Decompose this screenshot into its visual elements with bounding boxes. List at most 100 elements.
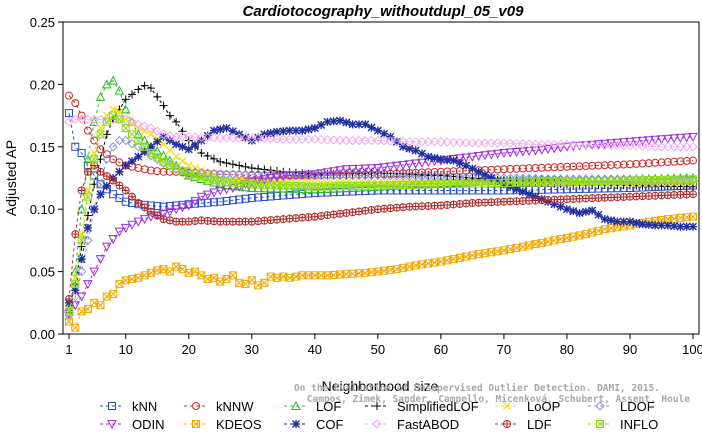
data-point-LDOF xyxy=(202,168,213,178)
credit-line-paper: On the Evaluation of Unsupervised Outlie… xyxy=(294,383,660,394)
data-point-ODIN xyxy=(637,136,648,146)
data-point-COF xyxy=(600,215,609,224)
legend-marker xyxy=(108,402,116,410)
data-point-COF xyxy=(638,220,647,229)
data-point-kNNW xyxy=(600,161,609,170)
data-point-INFLO xyxy=(121,124,130,133)
x-tick-label: 40 xyxy=(308,342,322,357)
data-point-SimplifiedLOF xyxy=(159,101,168,110)
data-point-LDF xyxy=(115,181,124,190)
data-point-FastABOD xyxy=(152,126,162,136)
legend-label: LDOF xyxy=(620,399,655,414)
data-point-kNN xyxy=(209,198,218,207)
data-point-SimplifiedLOF xyxy=(140,81,149,90)
legend-label: COF xyxy=(316,417,344,432)
legend-marker xyxy=(503,420,511,428)
data-point-kNN xyxy=(65,109,73,118)
data-point-LOF xyxy=(165,155,175,165)
data-point-FastABOD xyxy=(486,138,497,148)
data-point-FastABOD xyxy=(492,138,503,148)
data-point-COF xyxy=(436,155,445,164)
data-point-LDF xyxy=(77,186,86,195)
series-FastABOD xyxy=(64,114,698,152)
data-point-COF xyxy=(657,221,666,230)
data-point-LDF xyxy=(329,210,338,219)
data-point-FastABOD xyxy=(593,140,604,151)
data-point-LDF xyxy=(354,207,363,216)
data-point-FastABOD xyxy=(587,140,597,151)
data-point-INFLO xyxy=(689,175,697,184)
data-point-FastABOD xyxy=(70,114,81,125)
data-point-kNNW xyxy=(651,158,660,167)
data-point-FastABOD xyxy=(240,133,251,143)
data-point-FastABOD xyxy=(518,139,528,149)
data-point-LDOF xyxy=(209,169,219,179)
y-tick-label: 0.25 xyxy=(30,15,55,30)
data-point-INFLO xyxy=(96,130,105,139)
data-point-FastABOD xyxy=(524,139,534,149)
legend-label: INFLO xyxy=(620,417,658,432)
data-point-ODIN xyxy=(360,164,371,174)
legend-marker xyxy=(596,420,604,428)
data-point-SimplifiedLOF xyxy=(203,151,212,160)
legend-label: LOF xyxy=(316,399,341,414)
data-point-COF xyxy=(90,205,99,214)
data-point-FastABOD xyxy=(537,139,547,150)
data-point-COF xyxy=(310,124,319,133)
data-point-ODIN xyxy=(669,134,679,144)
data-point-COF xyxy=(455,159,464,168)
data-point-COF xyxy=(77,255,86,264)
data-point-SimplifiedLOF xyxy=(228,160,237,169)
data-point-FastABOD xyxy=(467,138,478,148)
data-point-FastABOD xyxy=(385,136,396,146)
data-point-FastABOD xyxy=(278,134,289,145)
data-point-kNNW xyxy=(506,165,515,174)
data-point-LDOF xyxy=(114,135,125,146)
data-point-COF xyxy=(663,221,672,230)
data-point-FastABOD xyxy=(379,136,389,146)
data-point-LDOF xyxy=(398,171,408,181)
data-point-SimplifiedLOF xyxy=(241,162,250,171)
data-point-ODIN xyxy=(120,223,131,233)
data-point-ODIN xyxy=(681,133,692,143)
data-point-COF xyxy=(569,207,578,216)
data-point-FastABOD xyxy=(455,137,465,148)
x-tick-label: 80 xyxy=(560,342,574,357)
data-point-kNNW xyxy=(499,165,508,174)
data-point-kNNW xyxy=(632,159,641,168)
data-point-COF xyxy=(562,205,571,214)
data-point-LDOF xyxy=(329,170,339,181)
data-point-LDOF xyxy=(366,170,377,181)
data-point-COF xyxy=(285,126,294,135)
data-point-ODIN xyxy=(391,161,402,171)
data-point-COF xyxy=(317,120,326,129)
data-point-FastABOD xyxy=(555,139,566,150)
data-point-ODIN xyxy=(454,154,465,164)
data-point-ODIN xyxy=(373,164,383,174)
data-point-COF xyxy=(468,164,477,173)
data-point-COF xyxy=(279,127,288,136)
data-point-COF xyxy=(241,133,250,142)
data-point-FastABOD xyxy=(297,134,307,145)
data-point-KDEOS xyxy=(71,323,80,332)
data-point-ODIN xyxy=(328,167,339,177)
data-point-LOF xyxy=(114,85,125,95)
series-KDEOS xyxy=(65,212,697,332)
data-point-FastABOD xyxy=(133,119,144,130)
data-point-COF xyxy=(121,161,130,170)
data-point-kNN xyxy=(77,149,86,158)
data-point-kNNW xyxy=(153,167,162,176)
data-point-COF xyxy=(670,222,679,231)
legend-marker xyxy=(595,401,605,411)
data-point-LDF xyxy=(102,172,111,181)
data-point-kNN xyxy=(260,192,269,201)
data-point-kNNW xyxy=(644,159,653,168)
series-layer xyxy=(64,75,698,332)
data-point-FastABOD xyxy=(127,117,137,127)
data-point-LDF xyxy=(323,211,332,220)
data-point-LOF xyxy=(278,183,289,193)
data-point-FastABOD xyxy=(410,137,421,147)
legend-marker xyxy=(192,420,200,428)
data-point-SimplifiedLOF xyxy=(197,149,206,158)
data-point-LDF xyxy=(191,217,200,226)
